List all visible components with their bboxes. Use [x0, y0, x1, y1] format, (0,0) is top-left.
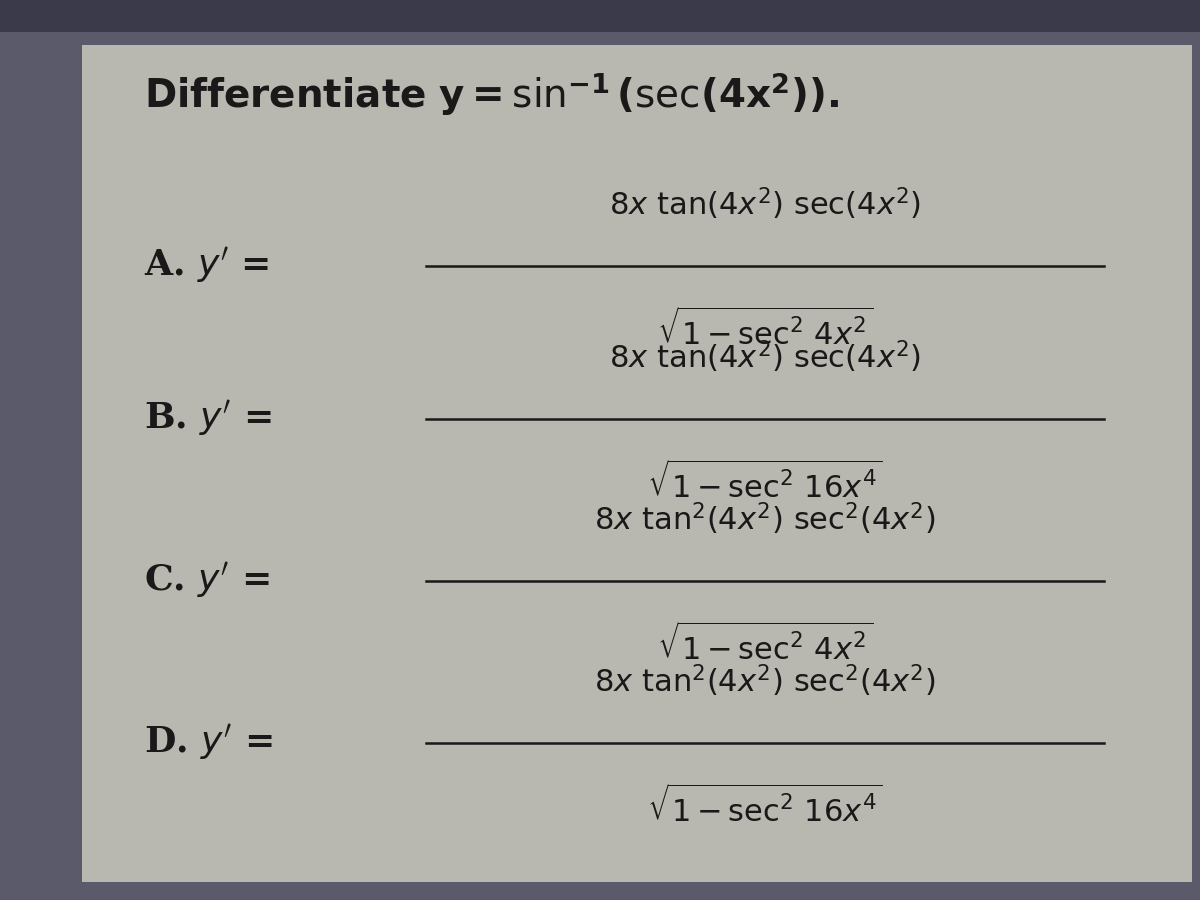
- Text: $\sqrt{1-\mathrm{sec}^2\ 4x^2}$: $\sqrt{1-\mathrm{sec}^2\ 4x^2}$: [656, 309, 874, 351]
- Text: $\sqrt{1-\mathrm{sec}^2\ 4x^2}$: $\sqrt{1-\mathrm{sec}^2\ 4x^2}$: [656, 624, 874, 666]
- Text: C. $y'$ =: C. $y'$ =: [144, 561, 270, 600]
- FancyBboxPatch shape: [0, 0, 1200, 32]
- FancyBboxPatch shape: [82, 45, 1192, 882]
- Text: $8x\ \mathrm{tan}^2(4x^2)\ \mathrm{sec}^2(4x^2)$: $8x\ \mathrm{tan}^2(4x^2)\ \mathrm{sec}^…: [594, 662, 936, 699]
- Text: $\bf{Differentiate}\ y = \sin^{-1}(\sec(4x^2)).$: $\bf{Differentiate}\ y = \sin^{-1}(\sec(…: [144, 71, 839, 119]
- Text: B. $y'$ =: B. $y'$ =: [144, 399, 271, 438]
- Text: $8x\ \mathrm{tan}(4x^2)\ \mathrm{sec}(4x^2)$: $8x\ \mathrm{tan}(4x^2)\ \mathrm{sec}(4x…: [608, 185, 922, 222]
- Text: $8x\ \mathrm{tan}(4x^2)\ \mathrm{sec}(4x^2)$: $8x\ \mathrm{tan}(4x^2)\ \mathrm{sec}(4x…: [608, 338, 922, 375]
- Text: $8x\ \mathrm{tan}^2(4x^2)\ \mathrm{sec}^2(4x^2)$: $8x\ \mathrm{tan}^2(4x^2)\ \mathrm{sec}^…: [594, 500, 936, 537]
- Text: A. $y'$ =: A. $y'$ =: [144, 246, 270, 285]
- Text: $\sqrt{1-\mathrm{sec}^2\ 16x^4}$: $\sqrt{1-\mathrm{sec}^2\ 16x^4}$: [647, 786, 883, 828]
- Text: $\sqrt{1-\mathrm{sec}^2\ 16x^4}$: $\sqrt{1-\mathrm{sec}^2\ 16x^4}$: [647, 462, 883, 504]
- Text: D. $y'$ =: D. $y'$ =: [144, 723, 272, 762]
